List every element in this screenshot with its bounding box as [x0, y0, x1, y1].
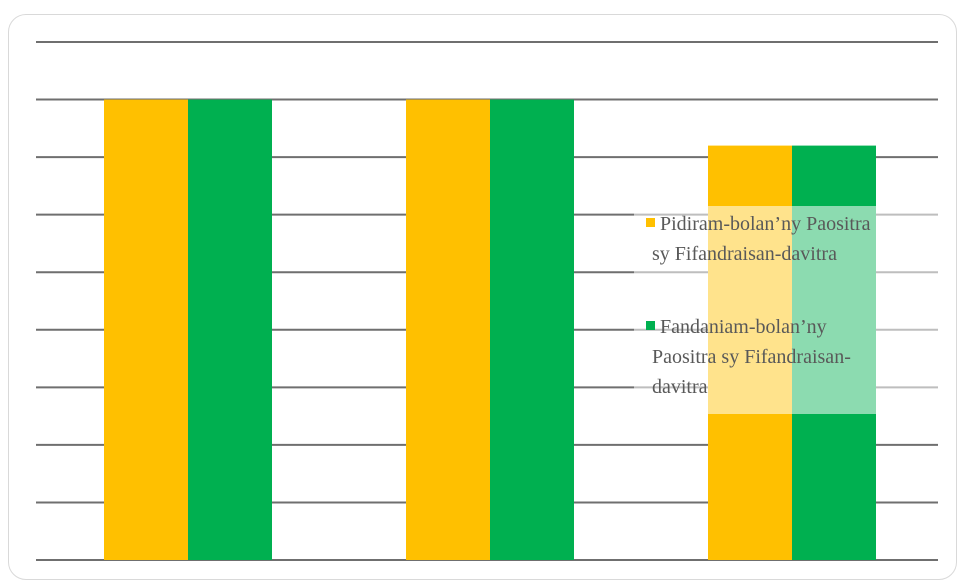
bar-series-2-category-2	[490, 99, 574, 561]
bar-series-1-category-1	[104, 99, 188, 561]
legend-label-2-line-1: Fandaniam-bolan’ny	[660, 316, 827, 338]
legend-swatch-2	[646, 321, 655, 330]
legend-background	[634, 206, 938, 414]
legend-label-2-line-2: Paositra sy Fifandraisan-	[652, 346, 851, 368]
legend-label-1-line-2: sy Fifandraisan-davitra	[652, 243, 837, 265]
legend-label-1: Pidiram-bolan’ny Paositra sy Fifandraisan…	[652, 213, 871, 265]
legend-label-1-line-1: Pidiram-bolan’ny Paositra	[660, 213, 871, 235]
legend-label-2: Fandaniam-bolan’ny Paositra sy Fifandrais…	[652, 316, 851, 398]
legend: Pidiram-bolan’ny Paositra sy Fifandraisan…	[634, 206, 938, 414]
legend-swatch-1	[646, 218, 655, 227]
legend-label-2-line-3: davitra	[652, 376, 708, 398]
bar-series-2-category-1	[188, 99, 272, 561]
bar-series-1-category-2	[406, 99, 490, 561]
